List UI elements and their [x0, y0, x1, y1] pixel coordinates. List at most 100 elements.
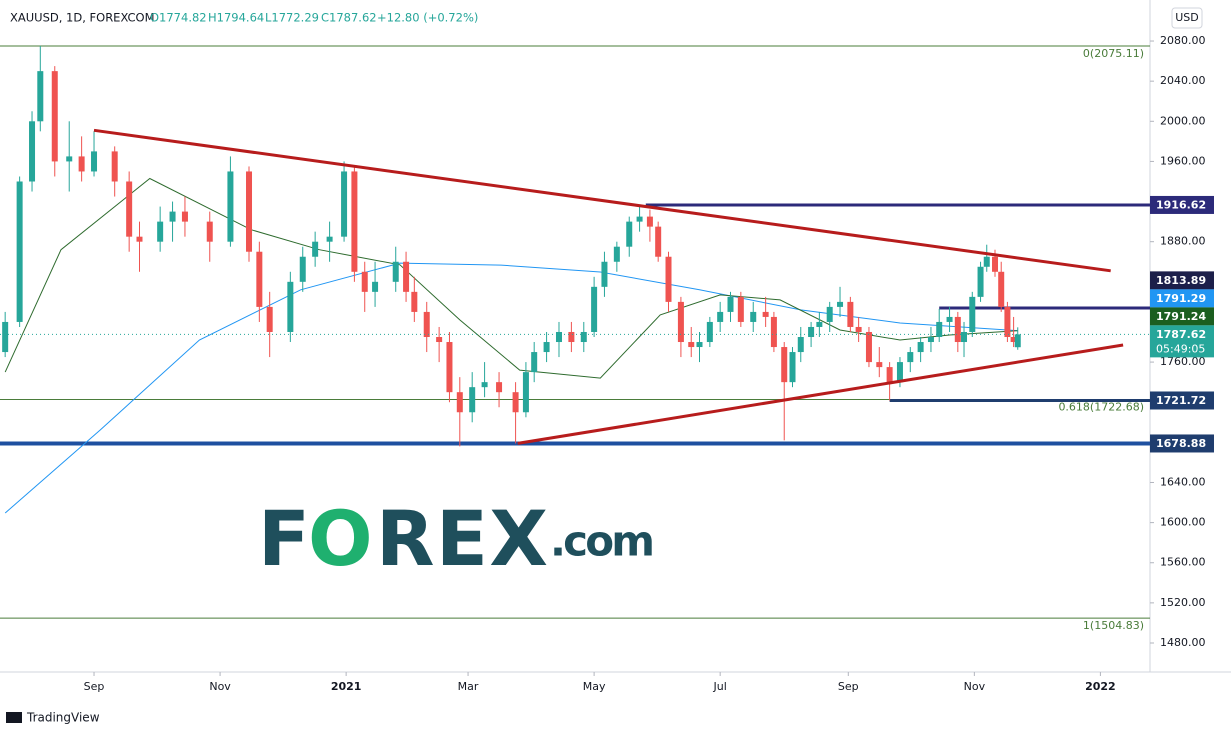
candle-body — [37, 71, 44, 122]
candle-body — [256, 251, 263, 307]
watermark: FO REX .com — [258, 494, 655, 583]
candle-body — [907, 352, 914, 363]
candle-body — [936, 321, 943, 338]
candle-body — [157, 221, 164, 242]
currency-label[interactable]: USD — [1175, 11, 1199, 24]
candle-body — [246, 171, 253, 252]
footer-logo-icon — [6, 712, 22, 723]
symbol-title: XAUUSD, 1D, FOREXCOM — [10, 11, 155, 25]
candle-body — [411, 291, 418, 312]
candle-body — [855, 326, 862, 332]
candle-body — [446, 342, 453, 393]
candle-body — [29, 121, 36, 182]
price-badge-label: 1787.62 — [1156, 328, 1206, 341]
candle-body — [961, 331, 968, 343]
candle-body — [770, 316, 777, 348]
candle-body — [531, 352, 538, 373]
y-tick-label: 1560.00 — [1160, 556, 1206, 569]
candle-body — [727, 296, 734, 312]
currency-button[interactable] — [1171, 7, 1203, 29]
candle-body — [361, 271, 368, 292]
candle-body — [1010, 337, 1017, 343]
candle-body — [568, 331, 575, 343]
high-value: H1794.64 — [208, 11, 264, 25]
candle-body — [266, 306, 273, 332]
candle-body — [781, 347, 788, 383]
x-tick-label: Jul — [713, 680, 727, 693]
candle-body — [998, 271, 1005, 307]
x-tick-label: Nov — [209, 680, 231, 693]
candle-body — [111, 151, 118, 182]
candle-body — [646, 216, 653, 227]
candle-body — [591, 286, 598, 332]
candle-body — [969, 296, 976, 332]
fib-level-label: 1(1504.83) — [1083, 619, 1144, 632]
price-badge-label: 1721.72 — [1156, 394, 1206, 407]
candle-body — [750, 311, 757, 322]
candle-body — [613, 246, 620, 262]
candle-body — [665, 256, 672, 302]
trend-line — [93, 128, 1111, 273]
candle-body — [797, 337, 804, 353]
candle-body — [927, 337, 934, 343]
y-tick-label: 1640.00 — [1160, 475, 1206, 488]
candle-body — [299, 256, 306, 282]
price-badge — [1150, 325, 1214, 358]
candle-body — [847, 301, 854, 327]
close-value: C1787.62 — [321, 11, 377, 25]
price-badge-label: 1791.24 — [1156, 310, 1206, 323]
candle-body — [886, 367, 893, 383]
price-badge — [1150, 307, 1214, 326]
price-badge — [1150, 391, 1214, 410]
candle-body — [496, 382, 503, 393]
candle-body — [312, 241, 319, 257]
price-badge — [1150, 271, 1214, 290]
y-tick-label: 2080.00 — [1160, 34, 1206, 47]
fib-level-label: 0.618(1722.68) — [1058, 401, 1144, 414]
plot-area: 0(2075.11) 0.618(1722.68) 1(1504.83) — [0, 45, 1150, 632]
candle-body — [954, 316, 961, 343]
low-value: L1772.29 — [265, 11, 319, 25]
price-badge — [1150, 195, 1214, 214]
price-badge-label: 1916.62 — [1156, 198, 1206, 211]
candle-body — [351, 171, 358, 272]
candle-body — [1004, 306, 1011, 338]
candle-body — [626, 221, 633, 247]
candle-body — [865, 331, 872, 363]
candle-body — [403, 261, 410, 292]
candle-body — [2, 321, 9, 353]
candle-body — [423, 311, 430, 338]
axes: 1480.001520.001560.001600.001640.001680.… — [84, 34, 1214, 693]
x-tick-label: Sep — [838, 680, 859, 693]
y-tick-label: 1960.00 — [1160, 154, 1206, 167]
price-badge — [1150, 434, 1214, 453]
candle-body — [469, 387, 476, 413]
watermark-suffix: .com — [550, 517, 655, 566]
candle-body — [1014, 334, 1021, 348]
candle-body — [737, 296, 744, 322]
candle-body — [837, 301, 844, 307]
price-badge-label: 1813.89 — [1156, 274, 1206, 287]
candle-body — [169, 211, 176, 222]
candle-body — [826, 306, 833, 322]
x-tick-label: Mar — [458, 680, 479, 693]
candle-body — [789, 352, 796, 383]
candle-body — [983, 256, 990, 267]
x-tick-label: 2022 — [1085, 680, 1116, 693]
candle-body — [91, 151, 98, 172]
price-badge — [1150, 289, 1214, 308]
candle-body — [696, 342, 703, 348]
candle-body — [181, 211, 188, 222]
candle-body — [287, 281, 294, 332]
y-tick-label: 1480.00 — [1160, 636, 1206, 649]
candle-body — [946, 316, 953, 322]
candle-body — [341, 171, 348, 237]
y-tick-label: 1600.00 — [1160, 516, 1206, 529]
footer-brand: TradingView — [26, 711, 100, 725]
candle-body — [706, 321, 713, 343]
y-tick-label: 1760.00 — [1160, 355, 1206, 368]
price-badge-label: 1678.88 — [1156, 437, 1206, 450]
y-tick-label: 2040.00 — [1160, 74, 1206, 87]
candle-body — [372, 281, 379, 292]
